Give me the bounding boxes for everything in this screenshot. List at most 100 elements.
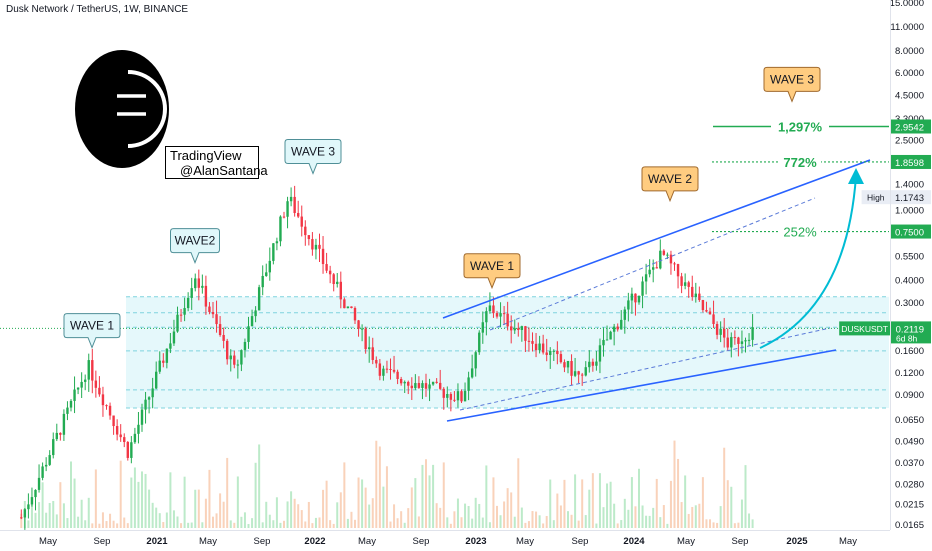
candle [208,306,211,313]
volume-bar [428,475,431,528]
candle [55,432,58,440]
volume-bar [584,515,587,528]
candle [343,299,346,309]
candle [279,216,282,242]
volume-bar [325,480,328,528]
volume-bar [705,519,708,528]
volume-bar [442,462,445,528]
candle [37,477,41,490]
volume-bar [598,473,601,528]
candle [744,340,747,342]
volume-bar [314,517,317,528]
candle [147,397,151,400]
candle [719,328,722,335]
volume-bar [180,523,183,528]
candle [563,362,566,368]
callout-bubble-5 [763,66,821,103]
dusk-logo-icon [75,50,169,168]
price-tick: 0.0490 [895,437,924,448]
volume-bar [283,520,285,528]
candle [680,276,683,286]
volume-bar [247,523,250,528]
volume-bar [499,515,502,528]
candle [410,385,413,389]
candle [194,278,197,289]
candle [257,287,261,311]
candle [307,235,311,240]
candle [570,361,573,376]
price-tick: 6.0000 [895,68,924,79]
price-tick: 0.0215 [895,500,924,511]
volume-bar [190,522,193,528]
candle [478,332,481,353]
volume-bar [723,447,726,528]
volume-bar [204,498,207,528]
candle [623,309,626,320]
volume-bar [577,520,580,528]
candle [492,305,495,314]
volume-bar [460,517,463,528]
candle [510,326,513,331]
candle [240,350,243,365]
volume-bar [194,489,197,528]
volume-bar [261,522,264,528]
candle [69,400,73,408]
candle [392,369,396,372]
volume-bar [212,516,214,528]
price-tick: 15.0000 [890,0,924,9]
volume-bar [492,477,495,528]
time-tick: Sep [732,536,749,547]
candle [222,334,225,341]
volume-bar [38,502,41,528]
badge-bg [891,119,931,134]
volume-bar [318,517,321,528]
candle [250,316,254,327]
price-axis[interactable] [890,0,932,530]
candle [424,383,428,389]
candle [66,407,69,414]
candle [165,348,169,363]
volume-bar [141,471,143,528]
volume-bar [464,503,467,528]
candle [552,350,555,352]
volume-bar [169,472,172,528]
volume-bar [27,520,30,528]
volume-bar [187,522,190,528]
badge-label: 2.9542 [895,123,924,134]
candle [140,409,144,425]
time-axis[interactable] [0,530,890,551]
volume-bar [378,446,381,528]
volume-bar [400,511,403,528]
volume-bar [698,503,701,528]
candle [133,433,137,443]
candle [662,250,666,255]
candle [218,324,222,335]
candle [648,269,651,275]
volume-bar [414,478,417,528]
candle [566,361,570,368]
candle [737,337,740,344]
candle [659,250,662,269]
candle [588,361,591,368]
candle [456,391,460,401]
candle [325,264,328,271]
volume-bar [545,516,548,528]
candle [655,267,658,269]
volume-bar [549,479,552,528]
volume-bar [30,498,33,528]
volume-bar [123,517,126,528]
candle [162,360,165,363]
volume-bar [535,511,538,528]
candle [84,379,87,382]
candle [321,248,325,265]
volume-bar [567,511,569,528]
price-tick: 1.0000 [895,206,924,217]
volume-bar [559,505,562,528]
badge-label: 0.7500 [895,228,924,239]
volume-bar [542,523,545,528]
badge-label: 1.1743 [895,193,924,204]
volume-bar [354,519,356,528]
badge-prefix-label: High [867,193,885,203]
